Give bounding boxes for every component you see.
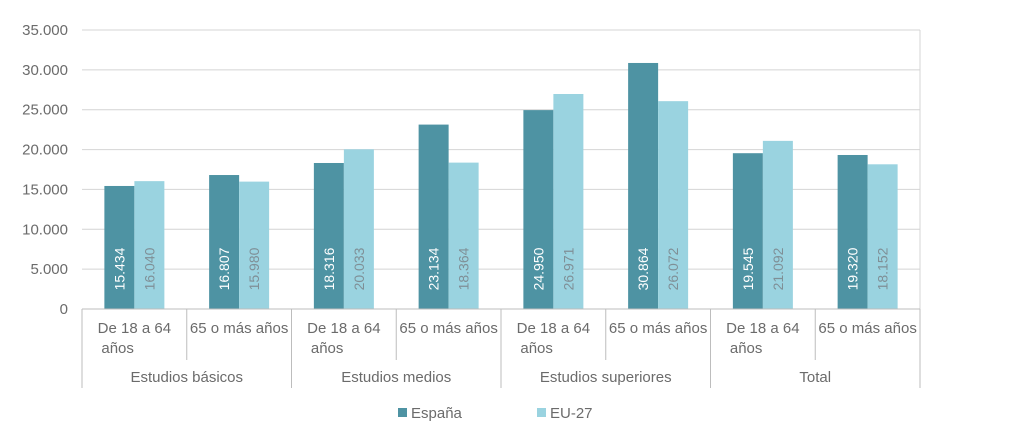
legend-swatch-eu27 bbox=[537, 408, 546, 417]
legend-label-espana: España bbox=[411, 405, 463, 422]
y-tick-label: 5.000 bbox=[30, 261, 68, 278]
data-label-espana: 30.864 bbox=[635, 247, 651, 290]
legend-label-eu27: EU-27 bbox=[550, 405, 593, 422]
x-category-label: 65 o más años bbox=[190, 320, 288, 337]
data-label-eu27: 20.033 bbox=[351, 247, 367, 290]
x-category-label-line2: años bbox=[311, 340, 344, 357]
x-category-label: De 18 a 64 bbox=[517, 320, 590, 337]
data-label-espana: 19.320 bbox=[845, 247, 861, 290]
bar-espana bbox=[732, 153, 763, 309]
x-category-label: De 18 a 64 bbox=[307, 320, 380, 337]
bar-espana bbox=[628, 62, 659, 309]
x-category-label: De 18 a 64 bbox=[98, 320, 171, 337]
data-label-espana: 15.434 bbox=[111, 247, 127, 290]
data-label-eu27: 18.364 bbox=[456, 247, 472, 290]
x-group-label: Estudios básicos bbox=[130, 369, 243, 386]
data-label-eu27: 16.040 bbox=[141, 247, 157, 290]
y-tick-label: 10.000 bbox=[22, 221, 68, 238]
y-tick-label: 25.000 bbox=[22, 102, 68, 119]
x-category-label: 65 o más años bbox=[399, 320, 497, 337]
data-label-espana: 19.545 bbox=[740, 247, 756, 290]
x-category-label-line2: años bbox=[101, 340, 134, 357]
y-tick-label: 30.000 bbox=[22, 62, 68, 79]
data-label-eu27: 21.092 bbox=[770, 247, 786, 290]
bar-espana bbox=[104, 185, 135, 309]
data-label-eu27: 26.072 bbox=[665, 247, 681, 290]
bar-eu27 bbox=[448, 162, 479, 309]
legend-swatch-espana bbox=[398, 408, 407, 417]
y-tick-label: 35.000 bbox=[22, 22, 68, 39]
y-tick-label: 15.000 bbox=[22, 181, 68, 198]
data-label-eu27: 15.980 bbox=[246, 247, 262, 290]
x-category-label: 65 o más años bbox=[609, 320, 707, 337]
data-label-espana: 24.950 bbox=[530, 247, 546, 290]
bar-espana bbox=[313, 162, 344, 309]
data-label-eu27: 18.152 bbox=[875, 247, 891, 290]
bar-eu27 bbox=[343, 149, 374, 309]
bar-eu27 bbox=[867, 164, 898, 309]
x-group-label: Estudios superiores bbox=[540, 369, 672, 386]
y-tick-label: 0 bbox=[60, 301, 68, 318]
x-group-label: Estudios medios bbox=[341, 369, 451, 386]
bar-espana bbox=[837, 154, 868, 309]
x-category-label-line2: años bbox=[520, 340, 553, 357]
x-group-label: Total bbox=[799, 369, 831, 386]
bar-eu27 bbox=[134, 181, 165, 309]
bar-eu27 bbox=[239, 181, 270, 309]
bar-eu27 bbox=[658, 101, 689, 309]
y-tick-label: 20.000 bbox=[22, 142, 68, 159]
data-label-eu27: 26.971 bbox=[560, 247, 576, 290]
x-category-label-line2: años bbox=[730, 340, 763, 357]
bar-eu27 bbox=[553, 94, 584, 310]
bar-eu27 bbox=[762, 140, 793, 309]
data-label-espana: 18.316 bbox=[321, 247, 337, 290]
data-label-espana: 16.807 bbox=[216, 247, 232, 290]
x-category-label: De 18 a 64 bbox=[726, 320, 799, 337]
bar-espana bbox=[418, 124, 449, 309]
x-category-label: 65 o más años bbox=[818, 320, 916, 337]
bar-espana bbox=[209, 175, 240, 309]
data-label-espana: 23.134 bbox=[426, 247, 442, 290]
bar-espana bbox=[523, 110, 554, 309]
